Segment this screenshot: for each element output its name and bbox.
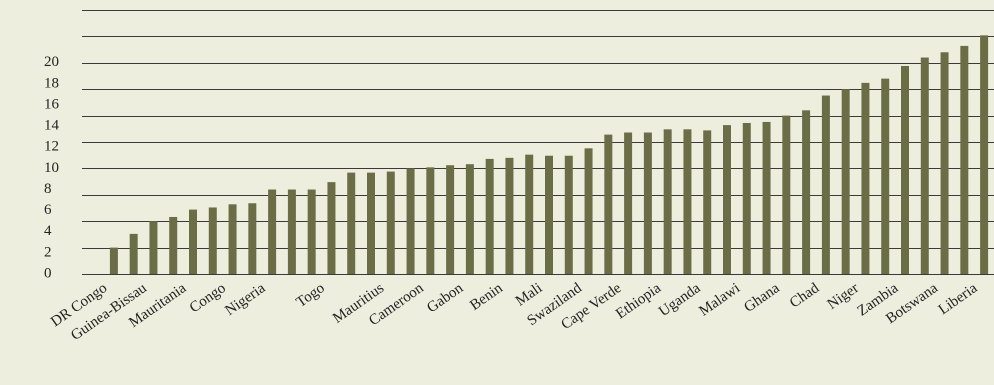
bar (861, 82, 870, 274)
y-tick-label: 14 (44, 118, 60, 134)
x-tick-label: Ethiopia (613, 280, 664, 322)
bar (643, 132, 652, 274)
bar (189, 209, 197, 274)
bar (525, 154, 534, 274)
bar (268, 189, 277, 274)
bar (367, 172, 375, 274)
y-tick-label: 8 (44, 181, 52, 197)
bar (920, 57, 929, 274)
bar (841, 89, 850, 274)
bar (742, 122, 751, 274)
bar (465, 164, 474, 274)
bar (723, 125, 731, 274)
bar (307, 189, 316, 274)
bar (327, 182, 336, 274)
y-tick-label: 6 (44, 202, 52, 218)
y-tick-label: 18 (44, 75, 59, 91)
x-tick-label: Liberia (936, 280, 981, 318)
bar (604, 134, 613, 274)
bar (762, 121, 771, 274)
bar (426, 167, 435, 274)
bar (782, 115, 791, 274)
bar (248, 203, 257, 274)
bar (940, 52, 949, 274)
bar (881, 78, 890, 274)
bar (208, 207, 217, 274)
x-tick-label: Togo (293, 280, 327, 311)
bar (901, 65, 909, 274)
x-tick-label: Chad (787, 280, 823, 312)
x-tick-label: Nigeria (222, 280, 268, 319)
bar (624, 132, 633, 274)
bar (545, 155, 553, 274)
bar (228, 204, 237, 274)
x-tick-label: Congo (187, 280, 229, 316)
bar (960, 45, 969, 275)
bar (802, 110, 811, 274)
y-tick-label: 16 (44, 96, 60, 112)
bar (584, 148, 593, 274)
y-tick-label: 4 (44, 223, 52, 239)
bar (683, 129, 692, 274)
bar (129, 233, 138, 274)
x-tick-label: Gabon (424, 280, 466, 316)
y-tick-label: 10 (44, 160, 59, 176)
bar (386, 171, 395, 274)
y-tick-label: 20 (44, 54, 59, 70)
x-tick-label: Malawi (696, 280, 743, 319)
bar (149, 221, 158, 274)
x-tick-label: Uganda (656, 280, 704, 320)
x-tick-label: Benin (467, 280, 506, 314)
y-tick-label: 12 (44, 139, 59, 155)
bar (703, 130, 712, 274)
y-tick-label: 0 (44, 265, 52, 281)
bar (821, 95, 830, 274)
bar (169, 216, 178, 274)
bar (485, 158, 494, 274)
y-tick-label: 2 (44, 244, 52, 260)
bar (446, 165, 455, 274)
bar (505, 157, 514, 274)
bar (109, 247, 118, 274)
bar (287, 189, 296, 274)
bar (564, 155, 573, 274)
bar (980, 35, 989, 275)
bar (663, 129, 672, 274)
x-tick-label: Ghana (741, 280, 783, 316)
bar (406, 168, 415, 274)
bar (347, 172, 356, 274)
